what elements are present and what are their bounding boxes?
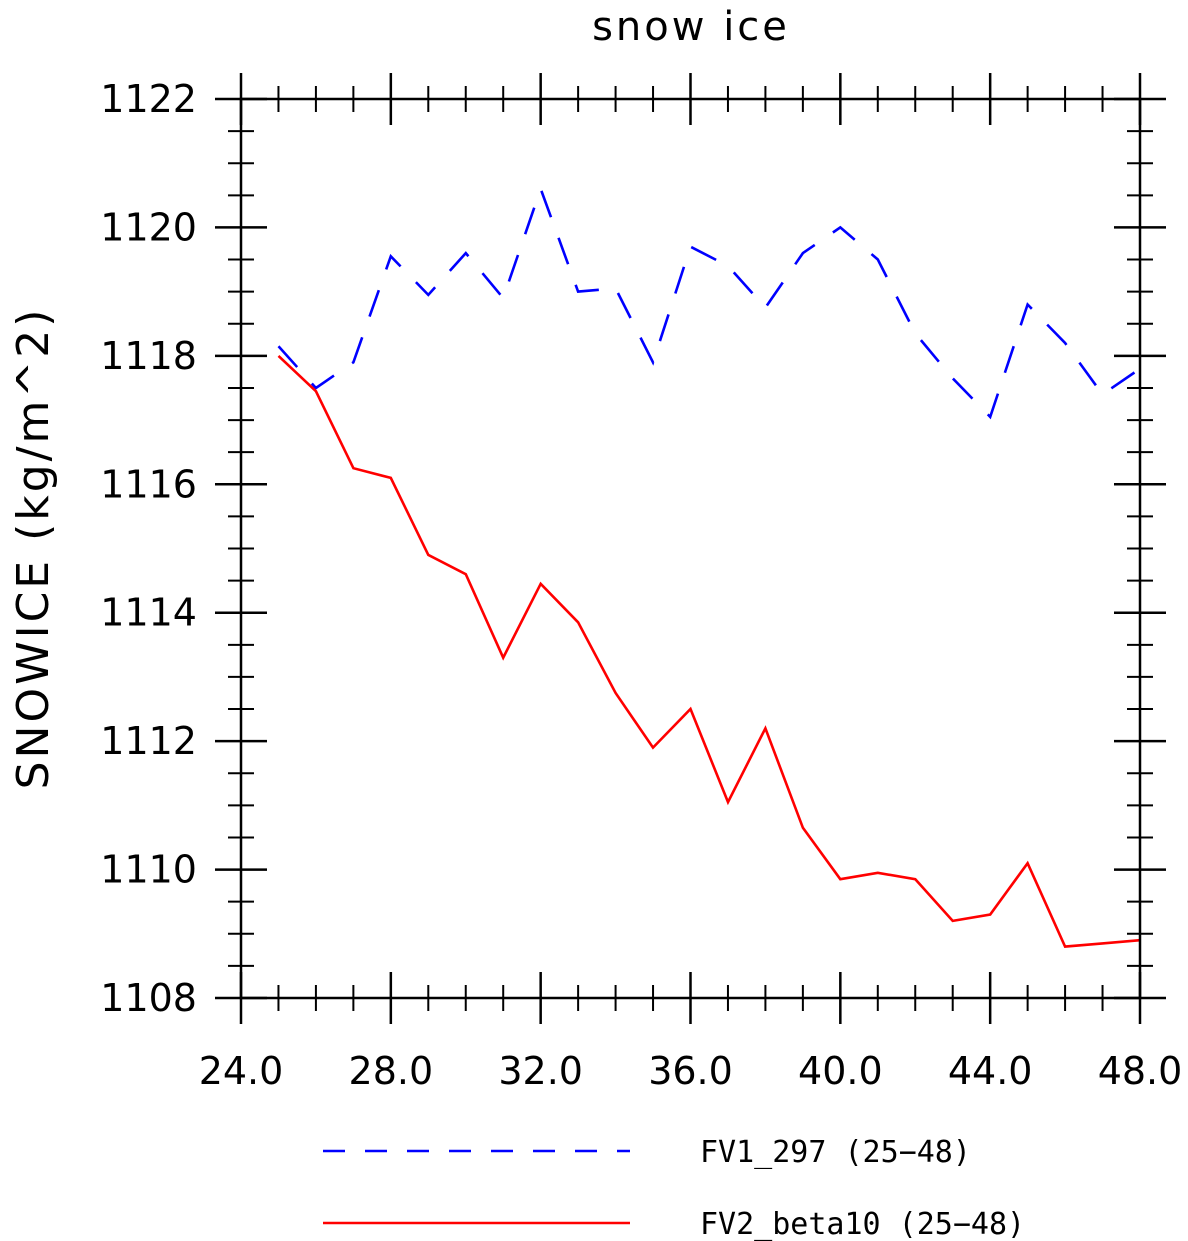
series-line-2	[277, 354, 1141, 948]
y-tick-label: 1110	[100, 848, 197, 892]
series-line-1	[277, 185, 1141, 420]
axes: 1108 1110 1112 1114 1116 1118 1120 1122 24.0 28.0…	[100, 73, 1182, 1093]
x-tick-label: 40.0	[798, 1049, 883, 1093]
y-tick-label: 1118	[100, 334, 197, 378]
y-tick-label: 1120	[100, 205, 197, 249]
series-points-1	[278, 189, 1140, 417]
chart-title: snow ice	[592, 4, 790, 50]
y-tick-label: 1122	[100, 77, 197, 121]
plot-frame	[239, 97, 1142, 1000]
y-tick-label: 1112	[100, 719, 197, 763]
plot-area	[277, 185, 1141, 948]
x-tick-label: 28.0	[349, 1049, 434, 1093]
legend-label-2: FV2_beta10 (25−48)	[700, 1207, 1025, 1241]
y-tick-label: 1116	[100, 462, 197, 506]
legend: FV1_297 (25−48) FV2_beta10 (25−48)	[323, 1135, 1025, 1241]
x-tick-label: 44.0	[948, 1049, 1033, 1093]
x-tick-label: 24.0	[199, 1049, 284, 1093]
y-tick-label: 1108	[100, 976, 197, 1020]
y-axis-label: SNOWICE (kg/m^2)	[8, 307, 59, 790]
x-tick-label: 48.0	[1098, 1049, 1183, 1093]
series-points-2	[278, 356, 1140, 947]
x-tick-label: 32.0	[498, 1049, 583, 1093]
x-tick-label: 36.0	[648, 1049, 733, 1093]
y-tick-label: 1114	[100, 591, 197, 635]
legend-label-1: FV1_297 (25−48)	[700, 1135, 971, 1170]
